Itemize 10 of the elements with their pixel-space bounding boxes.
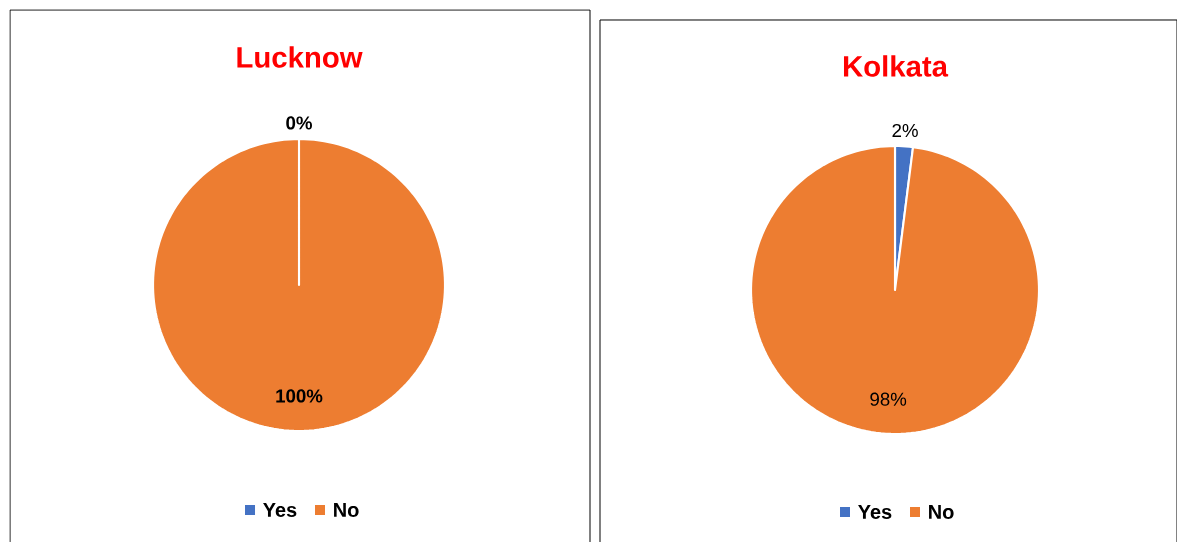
chart-title: Lucknow xyxy=(237,46,363,68)
data-label: 98% xyxy=(870,392,907,406)
legend-label: No xyxy=(929,505,954,519)
legend-label: Yes xyxy=(263,503,297,517)
legend-label: No xyxy=(334,503,359,517)
data-label: 100% xyxy=(276,389,323,403)
chart-title: Kolkata xyxy=(843,55,949,77)
legend-label: Yes xyxy=(858,505,892,519)
data-label: 2% xyxy=(892,123,918,138)
text: 0% xyxy=(286,116,312,130)
